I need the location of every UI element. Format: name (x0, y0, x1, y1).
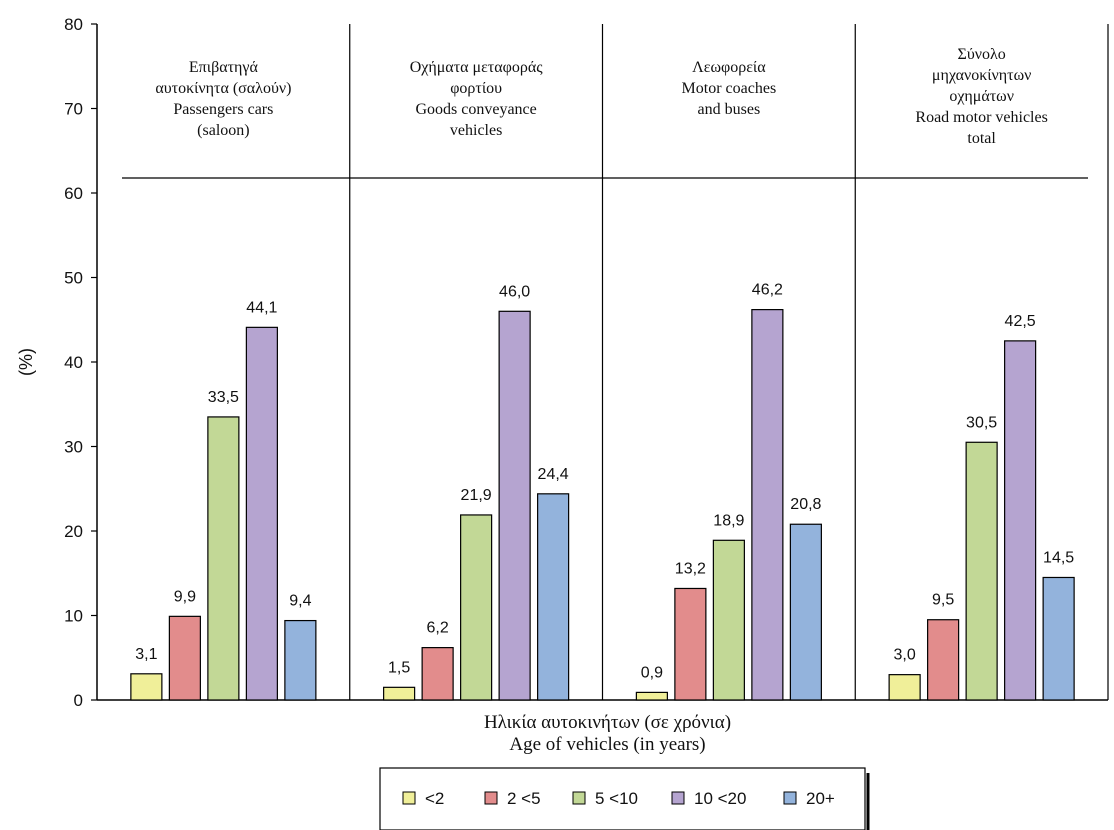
data-labels: 3,1 9,9 33,5 44,1 9,4 1,5 6,2 21,9 46,0 24,4 0,9 13… (135, 282, 1074, 682)
legend-label: 2 <5 (507, 789, 541, 808)
y-axis-title: (%) (16, 348, 36, 376)
data-label: 13,2 (675, 560, 706, 577)
y-tick-label: 50 (64, 269, 83, 288)
data-label: 1,5 (388, 659, 410, 676)
panel-title-line: οχημάτων (949, 88, 1014, 105)
x-axis-label: Ηλικία αυτοκινήτων (σε χρόνια)Age of veh… (484, 712, 731, 755)
data-label: 6,2 (427, 620, 449, 637)
data-label: 0,9 (641, 664, 663, 681)
x-axis-title-line: Age of vehicles (in years) (509, 734, 705, 755)
panel-title-line: μηχανοκίνητων (932, 67, 1031, 84)
y-tick-label: 40 (64, 353, 83, 372)
panel-title-line: Goods conveyance (415, 101, 536, 118)
data-label: 46,2 (752, 282, 783, 299)
panel-title-line: (saloon) (197, 122, 249, 139)
data-label: 18,9 (713, 512, 744, 529)
panel-title-line: Οχήματα μεταφοράς (410, 59, 544, 76)
bar (789, 523, 822, 701)
bar (1042, 576, 1075, 701)
bar (284, 619, 317, 701)
data-label: 33,5 (208, 389, 239, 406)
legend-label: 10 <20 (694, 789, 746, 808)
data-label: 3,0 (894, 647, 916, 664)
bar (751, 309, 784, 701)
bars (130, 309, 1075, 701)
y-axis: 0 10 20 30 40 50 60 70 80 (%) (16, 15, 97, 710)
panel-titles: Επιβατηγά αυτοκίνητα (σαλούν) Passengers c… (155, 46, 1048, 147)
y-tick-label: 80 (64, 15, 83, 34)
bar (927, 619, 960, 701)
panel-title-line: and buses (698, 101, 761, 118)
panel-title-line: Motor coaches (682, 80, 777, 97)
data-label: 46,0 (499, 283, 530, 300)
y-tick-label: 20 (64, 522, 83, 541)
data-label: 44,1 (246, 299, 277, 316)
data-label: 21,9 (461, 487, 492, 504)
panel-title-line: φορτίου (450, 80, 502, 97)
legend-swatch (572, 791, 586, 805)
panel-title-line: Passengers cars (173, 101, 273, 118)
legend-swatch (783, 791, 797, 805)
data-label: 9,5 (932, 592, 954, 609)
panel-title-line: Road motor vehicles (915, 109, 1047, 126)
bar (537, 493, 570, 701)
y-tick-label: 70 (64, 100, 83, 119)
data-label: 9,9 (174, 588, 196, 605)
legend-swatch (484, 791, 498, 805)
y-tick-label: 60 (64, 184, 83, 203)
bar (383, 686, 416, 701)
bar (207, 416, 240, 701)
bar (712, 539, 745, 701)
bar (245, 326, 278, 701)
data-label: 42,5 (1005, 313, 1036, 330)
data-label: 24,4 (538, 466, 569, 483)
bar (888, 674, 921, 701)
x-axis-title-line: Ηλικία αυτοκινήτων (σε χρόνια) (484, 712, 731, 733)
legend-swatch (671, 791, 685, 805)
legend-label: <2 (425, 789, 444, 808)
bar (460, 514, 493, 701)
panel-title-line: Επιβατηγά (189, 59, 259, 76)
bar (498, 310, 531, 701)
data-label: 14,5 (1043, 549, 1074, 566)
bar (421, 647, 454, 701)
panel-title-line: αυτοκίνητα (σαλούν) (155, 80, 291, 97)
bar (130, 673, 163, 701)
data-label: 20,8 (790, 496, 821, 513)
data-label: 9,4 (289, 593, 311, 610)
y-tick-label: 10 (64, 607, 83, 626)
bar (965, 441, 998, 701)
y-tick-label: 0 (74, 691, 83, 710)
panel-title-line: Λεωφορεία (692, 59, 766, 76)
legend: <2 2 <5 5 <10 10 <20 20+ (379, 767, 870, 830)
legend-label: 20+ (806, 789, 835, 808)
legend-swatch (402, 791, 416, 805)
bar (1004, 340, 1037, 701)
bar (635, 691, 668, 701)
bar (674, 587, 707, 701)
bar (168, 615, 201, 701)
panel-title-line: total (967, 130, 996, 147)
y-tick-label: 30 (64, 438, 83, 457)
data-label: 30,5 (966, 414, 997, 431)
legend-label: 5 <10 (595, 789, 638, 808)
panel-title-line: vehicles (450, 122, 502, 139)
data-label: 3,1 (135, 646, 157, 663)
panel-title-line: Σύνολο (958, 46, 1006, 63)
